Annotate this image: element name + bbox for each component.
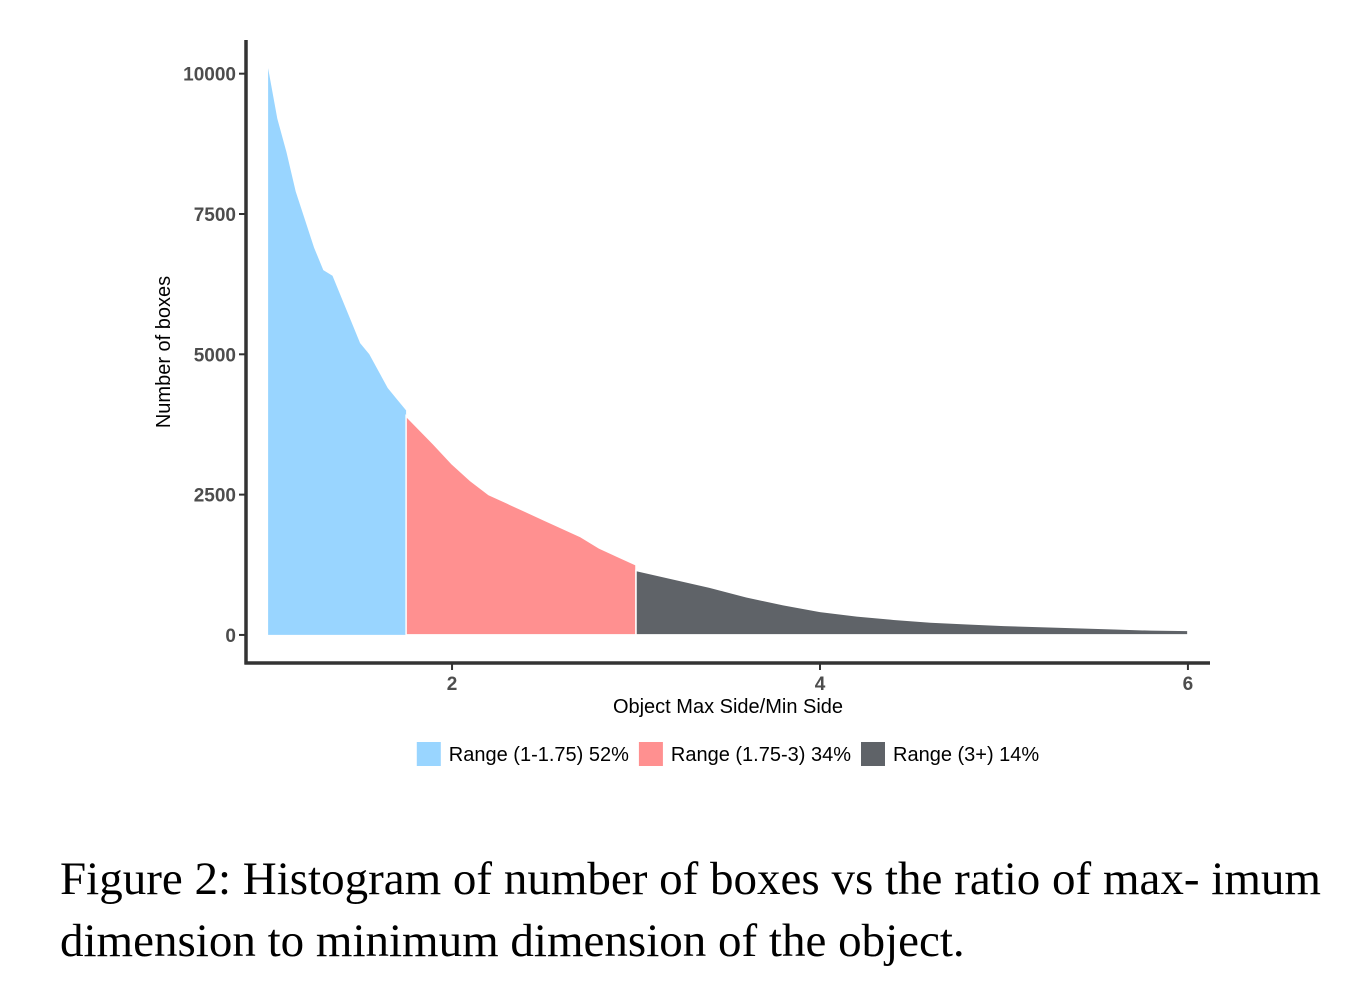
x-tick-label: 2: [447, 674, 458, 695]
legend-item: Range (3+) 14%: [861, 742, 1039, 766]
histogram-areas: [268, 68, 1189, 636]
legend-swatch: [861, 742, 885, 766]
tick-labels: 0 2500 5000 7500 10000 2 4 6: [183, 65, 1193, 695]
series-area-1: [268, 68, 407, 635]
legend-label: Range (1-1.75) 52%: [449, 744, 629, 766]
axes: [239, 40, 1210, 670]
legend-label: Range (1.75-3) 34%: [671, 744, 851, 766]
legend-item: Range (1.75-3) 34%: [638, 742, 851, 766]
histogram-chart: 0 2500 5000 7500 10000 2 4 6 Object Max Side/Mi…: [153, 40, 1210, 766]
y-axis-title: Number of boxes: [153, 276, 175, 428]
x-tick-label: 6: [1183, 674, 1194, 695]
x-tick-label: 4: [815, 674, 826, 695]
series-area-3: [635, 569, 1189, 636]
y-tick-label: 7500: [194, 205, 236, 226]
figure-caption: Figure 2: Histogram of number of boxes v…: [60, 853, 1321, 967]
y-tick-label: 0: [225, 626, 236, 647]
legend-label: Range (3+) 14%: [893, 744, 1039, 766]
legend: Range (1-1.75) 52% Range (1.75-3) 34% Rang…: [416, 742, 1039, 766]
legend-swatch: [638, 742, 663, 766]
y-tick-label: 2500: [194, 486, 236, 507]
y-tick-label: 5000: [194, 345, 236, 366]
x-axis-title: Object Max Side/Min Side: [613, 696, 843, 718]
y-tick-label: 10000: [183, 65, 236, 86]
series-area-2: [405, 414, 637, 636]
legend-item: Range (1-1.75) 52%: [416, 742, 629, 766]
legend-swatch: [416, 742, 441, 766]
